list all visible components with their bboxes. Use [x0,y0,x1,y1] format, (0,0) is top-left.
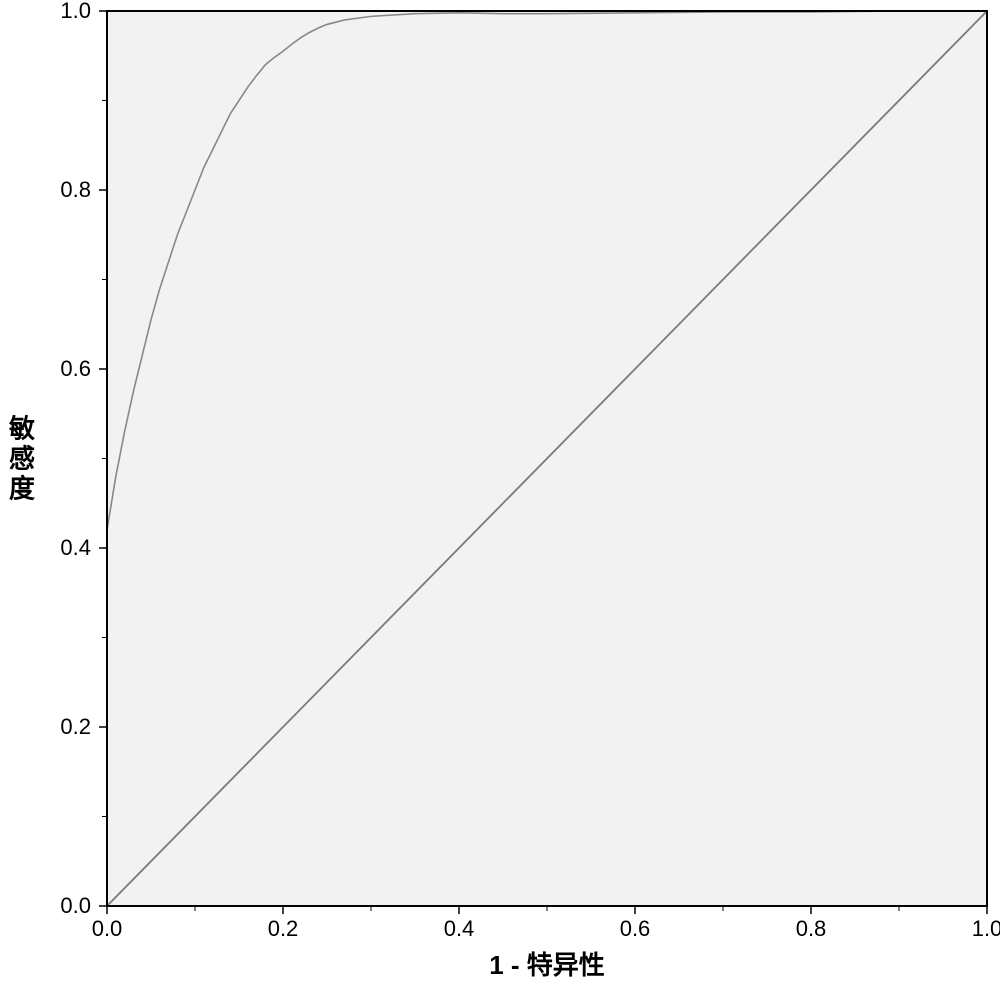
y-axis-label-char: 度 [9,473,35,503]
y-axis-label-char: 敏 [8,414,35,444]
x-tick-label: 0.2 [268,916,299,941]
x-axis-label: 1 - 特异性 [489,950,605,980]
y-tick-label: 0.6 [60,356,91,381]
x-tick-label: 0.8 [796,916,827,941]
x-tick-label: 0.4 [444,916,475,941]
x-tick-label: 0.6 [620,916,651,941]
y-tick-label: 0.4 [60,535,91,560]
chart-svg: 0.0 0.2 0.4 0.6 0.8 1.0 0.0 0.2 0.4 0.6 0.8 1.0 1 - … [0,0,1000,988]
y-tick-label: 0.2 [60,714,91,739]
y-tick-label: 1.0 [60,0,91,23]
roc-chart: 0.0 0.2 0.4 0.6 0.8 1.0 0.0 0.2 0.4 0.6 0.8 1.0 1 - … [0,0,1000,988]
y-tick-label: 0.0 [60,893,91,918]
y-tick-label: 0.8 [60,177,91,202]
x-tick-label: 0.0 [92,916,123,941]
y-axis-label-char: 感 [9,443,35,473]
x-tick-label: 1.0 [972,916,1000,941]
